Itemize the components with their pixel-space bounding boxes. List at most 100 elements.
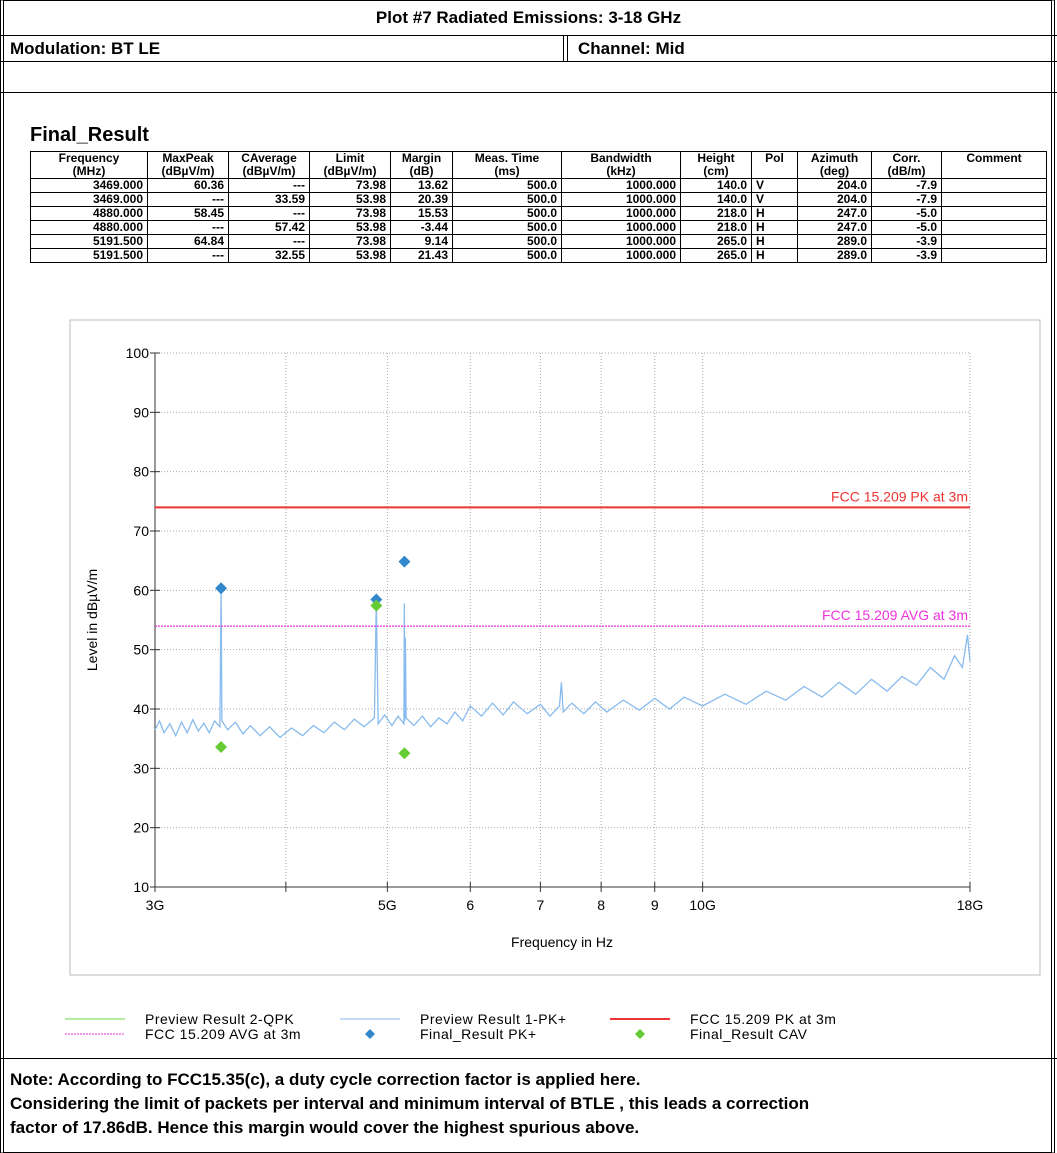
column-unit: (dBµV/m) <box>323 164 377 178</box>
table-cell: 1000.000 <box>561 234 681 249</box>
y-tick-label: 20 <box>133 820 149 836</box>
modulation: Modulation: BT LE <box>10 39 161 58</box>
note-line: Considering the limit of packets per int… <box>10 1094 810 1113</box>
column-title: Meas. Time <box>474 151 540 165</box>
table-cell: --- <box>147 248 229 263</box>
data-point <box>215 582 228 595</box>
column-header: Azimuth (deg) <box>797 151 872 179</box>
data-point <box>398 555 411 568</box>
column-unit: (MHz) <box>72 164 106 178</box>
table-cell: 13.62 <box>390 178 453 193</box>
column-title: CAverage <box>241 151 297 165</box>
x-tick-label: 5G <box>378 897 397 913</box>
table-cell: 5191.500 <box>30 234 148 249</box>
limit-label: FCC 15.209 PK at 3m <box>831 488 968 504</box>
page-title: Plot #7 Radiated Emissions: 3-18 GHz <box>375 8 682 27</box>
table-cell <box>941 248 1047 263</box>
table-row: 4880.000 --- 57.42 53.98 -3.44 500.0 1000.000 2… <box>30 220 1047 235</box>
table-cell: 4880.000 <box>30 220 148 235</box>
table-cell: 60.36 <box>147 178 229 193</box>
column-unit: (deg) <box>819 164 850 178</box>
y-tick-label: 70 <box>133 523 149 539</box>
table-cell: 1000.000 <box>561 206 681 221</box>
column-unit: (dBµV/m) <box>161 164 215 178</box>
table-cell: 204.0 <box>797 192 872 207</box>
column-header: Frequency (MHz) <box>30 151 148 179</box>
legend-marker <box>635 1029 645 1039</box>
y-tick-label: 10 <box>133 879 149 895</box>
divider <box>563 36 568 61</box>
column-unit: (ms) <box>494 164 520 178</box>
table-cell: 247.0 <box>797 220 872 235</box>
column-header: Bandwidth (kHz) <box>561 151 681 179</box>
x-tick-label: 8 <box>597 897 605 913</box>
column-unit: (kHz) <box>606 164 636 178</box>
legend-marker <box>365 1029 375 1039</box>
table-cell: 140.0 <box>680 192 752 207</box>
legend-label: FCC 15.209 AVG at 3m <box>145 1026 301 1042</box>
results-table: Frequency (MHz) MaxPeak (dBµV/m) CAverage (dB… <box>30 151 1047 263</box>
rule <box>0 61 1057 62</box>
legend-label: Preview Result 1-PK+ <box>420 1011 567 1027</box>
rule <box>0 35 1057 36</box>
column-title: Limit <box>335 151 365 165</box>
column-title: Frequency <box>58 151 120 165</box>
table-cell: 32.55 <box>228 248 310 263</box>
rule <box>0 92 1057 93</box>
column-title: Pol <box>765 151 784 165</box>
table-cell: 1000.000 <box>561 220 681 235</box>
legend-label: Final_Result PK+ <box>420 1026 537 1042</box>
rule <box>0 1058 1057 1059</box>
table-cell: --- <box>147 220 229 235</box>
y-tick-label: 30 <box>133 760 149 776</box>
y-tick-label: 80 <box>133 464 149 480</box>
column-title: Height <box>697 151 735 165</box>
table-cell: 500.0 <box>452 234 562 249</box>
table-cell: -5.0 <box>871 220 942 235</box>
table-row: 5191.500 --- 32.55 53.98 21.43 500.0 1000.000 2… <box>30 248 1047 263</box>
column-header: Comment <box>941 151 1047 179</box>
x-tick-label: 6 <box>466 897 474 913</box>
column-title: Comment <box>966 151 1022 165</box>
y-axis-label: Level in dBµV/m <box>84 569 100 671</box>
column-header: Pol <box>751 151 798 179</box>
note-line: Note: According to FCC15.35(c), a duty c… <box>10 1070 641 1089</box>
table-cell: 204.0 <box>797 178 872 193</box>
limit-label: FCC 15.209 AVG at 3m <box>822 607 968 623</box>
table-cell: 73.98 <box>309 234 391 249</box>
column-header: CAverage (dBµV/m) <box>228 151 310 179</box>
header-row: Frequency (MHz) MaxPeak (dBµV/m) CAverage (dB… <box>30 151 1047 179</box>
column-title: Azimuth <box>810 151 859 165</box>
y-tick-label: 100 <box>126 345 150 361</box>
table-cell: -7.9 <box>871 178 942 193</box>
column-title: MaxPeak <box>162 151 214 165</box>
table-row: 3469.000 60.36 --- 73.98 13.62 500.0 1000.000 1… <box>30 178 1047 193</box>
data-point <box>370 593 383 606</box>
table-cell: 53.98 <box>309 192 391 207</box>
x-tick-label: 10G <box>689 897 715 913</box>
series-line <box>154 589 971 739</box>
table-cell: -3.9 <box>871 248 942 263</box>
x-tick-label: 3G <box>146 897 165 913</box>
column-title: Corr. <box>892 151 921 165</box>
x-tick-label: 7 <box>537 897 545 913</box>
column-title: Bandwidth <box>590 151 652 165</box>
legend-label: Final_Result CAV <box>690 1026 808 1042</box>
column-unit: (dB/m) <box>887 164 926 178</box>
y-tick-label: 40 <box>133 701 149 717</box>
note-line: factor of 17.86dB. Hence this margin wou… <box>10 1118 640 1137</box>
table-row: 5191.500 64.84 --- 73.98 9.14 500.0 1000.000 26… <box>30 234 1047 249</box>
column-header: Corr. (dB/m) <box>871 151 942 179</box>
table-cell: 53.98 <box>309 248 391 263</box>
data-point <box>215 741 228 754</box>
table-cell: 265.0 <box>680 248 752 263</box>
legend-label: Preview Result 2-QPK <box>145 1011 294 1027</box>
column-title: Margin <box>401 151 442 165</box>
column-unit: (dB) <box>409 164 434 178</box>
column-header: MaxPeak (dBµV/m) <box>147 151 229 179</box>
note: Note: According to FCC15.35(c), a duty c… <box>10 1068 809 1140</box>
table-cell: 289.0 <box>797 234 872 249</box>
column-unit: (cm) <box>703 164 729 178</box>
table-title: Final_Result <box>30 124 149 146</box>
